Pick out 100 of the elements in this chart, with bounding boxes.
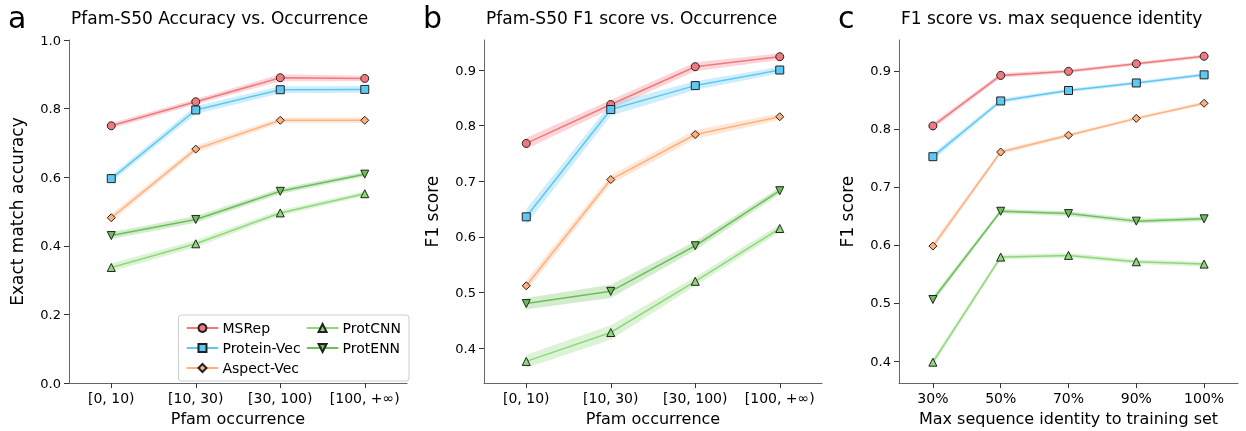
point	[690, 81, 700, 91]
point	[606, 286, 616, 296]
y-tick-label: 0.5	[870, 295, 891, 311]
x-tick-label: 30%	[917, 390, 949, 407]
chart-title: F1 score vs. max sequence identity	[901, 7, 1203, 28]
point	[191, 239, 201, 249]
y-tick-label: 0.9	[455, 62, 476, 78]
point	[1199, 214, 1209, 224]
point	[1131, 59, 1141, 69]
point	[521, 299, 531, 309]
x-tick-label: [100, +∞)	[744, 390, 815, 407]
y-tick-label: 0.2	[40, 306, 61, 322]
y-tick-label: 0.8	[455, 118, 476, 134]
x-axis-title: Max sequence identity to training set	[918, 408, 1219, 428]
point	[1199, 98, 1209, 108]
point	[928, 152, 938, 162]
point	[275, 208, 285, 218]
point	[775, 52, 785, 62]
point	[275, 115, 285, 125]
point	[275, 85, 285, 95]
chart-title: Pfam-S50 F1 score vs. Occurrence	[486, 7, 778, 28]
y-tick-label: 0.6	[455, 229, 476, 245]
y-tick-label: 0.8	[40, 101, 61, 117]
point	[191, 144, 201, 154]
y-tick-label: 0.4	[40, 238, 61, 254]
x-tick-label: 100%	[1184, 390, 1225, 407]
point	[521, 281, 531, 291]
x-tick-label: [10, 30)	[583, 390, 639, 407]
text: b	[423, 0, 443, 35]
point	[106, 213, 116, 223]
point	[521, 212, 531, 222]
point	[1199, 51, 1209, 61]
point	[191, 105, 201, 115]
x-tick-label: 90%	[1120, 390, 1152, 407]
point	[606, 175, 616, 185]
y-tick-label: 0.5	[455, 284, 476, 300]
point	[606, 105, 616, 115]
point	[996, 70, 1006, 80]
point	[106, 121, 116, 131]
point	[775, 112, 785, 122]
point	[690, 241, 700, 251]
point	[191, 214, 201, 224]
point	[996, 206, 1006, 216]
y-axis-title: Exact match accuracy	[6, 117, 27, 306]
y-tick-label: 0.4	[870, 353, 891, 369]
point	[1199, 259, 1209, 269]
legend-label: Aspect-Vec	[222, 360, 300, 376]
point	[1131, 78, 1141, 88]
point	[191, 97, 201, 107]
x-tick-label: [10, 30)	[168, 390, 224, 407]
legend-label: MSRep	[222, 320, 271, 336]
y-tick-label: 0.9	[870, 63, 891, 79]
point	[996, 96, 1006, 106]
y-tick-label: 0.4	[455, 340, 476, 356]
x-axis-title: Pfam occurrence	[585, 408, 721, 428]
y-axis-title: F1 score	[836, 175, 857, 248]
point	[275, 73, 285, 83]
point	[106, 262, 116, 272]
x-axis-title: Pfam occurrence	[170, 408, 306, 428]
point	[928, 121, 938, 131]
point	[360, 115, 370, 125]
point	[928, 357, 938, 367]
point	[360, 84, 370, 94]
point	[690, 276, 700, 286]
point	[360, 189, 370, 199]
point	[521, 356, 531, 366]
point	[1199, 70, 1209, 80]
point	[360, 73, 370, 83]
x-tick-label: [0, 10)	[502, 390, 550, 407]
y-tick-label: 0.6	[40, 169, 61, 185]
point	[1131, 216, 1141, 226]
point	[928, 295, 938, 304]
point	[996, 147, 1006, 157]
y-tick-label: 1.0	[40, 32, 61, 48]
legend-label: ProtENN	[342, 340, 401, 356]
text: c	[838, 0, 855, 35]
x-tick-label: [100, +∞)	[329, 390, 400, 407]
point	[1131, 113, 1141, 123]
point	[928, 241, 938, 251]
point	[1131, 257, 1141, 267]
x-tick-label: [30, 100)	[663, 390, 728, 407]
point	[275, 186, 285, 196]
x-tick-label: [30, 100)	[248, 390, 313, 407]
point	[1064, 66, 1073, 76]
point	[775, 186, 785, 196]
point	[106, 174, 116, 184]
point	[1064, 130, 1073, 140]
point	[1064, 209, 1073, 219]
point	[1064, 86, 1073, 96]
y-tick-label: 0.0	[40, 375, 61, 391]
text: a	[8, 0, 27, 35]
point	[106, 231, 116, 241]
point	[1064, 250, 1073, 260]
y-axis-title: F1 score	[421, 175, 442, 248]
x-tick-label: [0, 10)	[87, 390, 135, 407]
y-tick-label: 0.7	[870, 179, 891, 195]
y-tick-label: 0.7	[455, 173, 476, 189]
point	[521, 138, 531, 148]
y-tick-label: 0.8	[870, 121, 891, 137]
point	[775, 65, 785, 75]
